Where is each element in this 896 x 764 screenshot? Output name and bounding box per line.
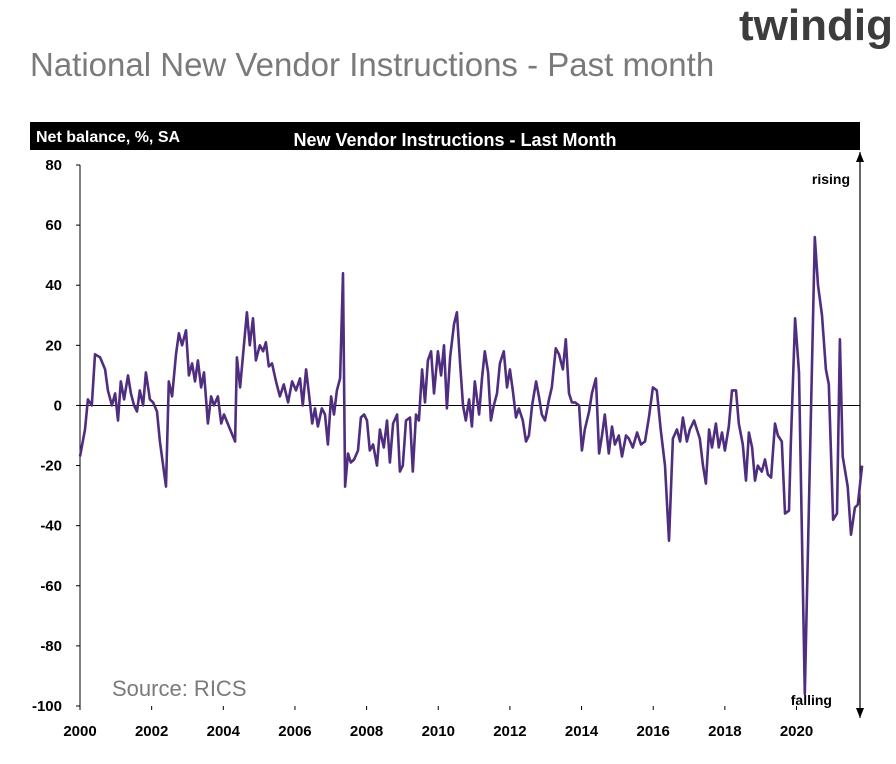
x-tick-label: 2006 (278, 723, 311, 740)
y-tick-label: 60 (45, 217, 62, 234)
x-tick-label: 2012 (493, 723, 526, 740)
x-tick-label: 2010 (422, 723, 455, 740)
data-line (78, 235, 864, 696)
x-tick-label: 2002 (135, 723, 168, 740)
page-title: National New Vendor Instructions - Past … (30, 46, 714, 83)
source-note: Source: RICS (112, 676, 247, 701)
x-tick-label: 2016 (637, 723, 670, 740)
x-tick-label: 2004 (207, 723, 241, 740)
x-tick-label: 2014 (565, 723, 599, 740)
y-tick-label: 0 (54, 397, 62, 414)
y-tick-label: -60 (40, 578, 62, 595)
annotation-falling: falling (791, 692, 832, 708)
y-tick-label: 20 (45, 337, 62, 354)
y-tick-label: -80 (40, 638, 62, 655)
annotation-rising: rising (812, 171, 850, 187)
chart-title: New Vendor Instructions - Last Month (293, 130, 616, 150)
y-tick-label: -40 (40, 518, 62, 535)
logo: twindig (739, 1, 893, 50)
x-tick-label: 2018 (708, 723, 741, 740)
y-axis-label: Net balance, %, SA (36, 129, 180, 146)
chart-header-bar (30, 122, 860, 150)
x-tick-label: 2008 (350, 723, 383, 740)
y-tick-label: -20 (40, 458, 62, 475)
x-tick-label: 2000 (63, 723, 96, 740)
y-tick-label: -100 (32, 698, 62, 715)
x-tick-label: 2020 (780, 723, 813, 740)
y-tick-label: 40 (45, 277, 62, 294)
y-tick-label: 80 (45, 157, 62, 174)
